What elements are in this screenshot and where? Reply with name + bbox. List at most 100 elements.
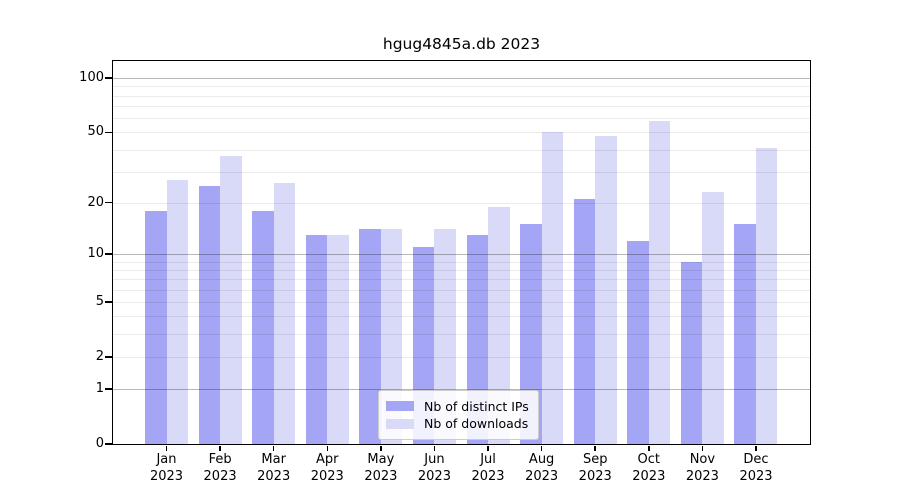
x-tick-label-mar: Mar 2023 xyxy=(242,452,306,485)
gridline-minor-3 xyxy=(113,334,810,336)
bar-may-distinct-ips xyxy=(359,229,381,444)
bar-aug-downloads xyxy=(541,132,564,444)
bar-feb-distinct-ips xyxy=(198,185,221,444)
x-tick-label-oct: Oct 2023 xyxy=(617,452,681,485)
x-tick-month: Apr xyxy=(316,452,339,467)
x-tick-year: 2023 xyxy=(739,468,773,484)
bar-mar-distinct-ips xyxy=(252,210,274,444)
y-tick-label-10: 10 xyxy=(87,245,104,261)
x-tick-month: Jul xyxy=(480,452,496,467)
bar-sep-distinct-ips xyxy=(573,199,596,444)
y-tick-label-0: 0 xyxy=(95,436,104,451)
plot-border xyxy=(111,59,811,445)
gridline-minor-4 xyxy=(113,316,810,318)
x-tick-mark-mar xyxy=(272,445,275,451)
legend-label-downloads: Nb of downloads xyxy=(424,416,529,432)
bar-dec-distinct-ips xyxy=(734,224,756,444)
gridline-minor-9 xyxy=(113,261,810,263)
x-tick-year: 2023 xyxy=(685,468,719,484)
x-tick-year: 2023 xyxy=(149,468,184,484)
bar-mar-downloads xyxy=(273,182,296,444)
gridline-minor-2 xyxy=(113,356,810,358)
legend-label-distinct-ips: Nb of distinct IPs xyxy=(424,398,529,414)
y-tick-mark-20 xyxy=(105,201,112,204)
y-tick-mark-2 xyxy=(105,356,112,358)
x-tick-mark-dec xyxy=(755,445,757,451)
y-tick-label-20: 20 xyxy=(87,194,104,210)
x-tick-year: 2023 xyxy=(257,468,291,484)
bar-nov-downloads xyxy=(702,192,724,444)
x-tick-label-apr: Apr 2023 xyxy=(295,452,359,485)
y-tick-label-50: 50 xyxy=(87,124,104,140)
y-tick-label-1: 1 xyxy=(95,381,104,397)
bar-feb-downloads xyxy=(220,155,242,444)
y-tick-label-100: 100 xyxy=(79,70,104,86)
bar-jan-distinct-ips xyxy=(145,210,167,444)
gridline-major-100 xyxy=(113,78,810,80)
gridline-minor-70 xyxy=(113,106,810,108)
x-tick-month: May xyxy=(367,452,395,467)
x-tick-year: 2023 xyxy=(578,468,612,484)
y-tick-mark-5 xyxy=(105,301,112,303)
x-tick-year: 2023 xyxy=(364,468,398,484)
bar-apr-downloads xyxy=(327,234,349,444)
bar-oct-distinct-ips xyxy=(627,240,649,444)
x-tick-month: Aug xyxy=(528,452,555,467)
x-tick-mark-apr xyxy=(326,445,329,451)
x-tick-mark-jul xyxy=(487,445,489,451)
x-tick-label-jul: Jul 2023 xyxy=(456,452,520,485)
y-tick-mark-1 xyxy=(105,388,112,390)
x-tick-mark-nov xyxy=(701,445,704,451)
x-tick-mark-feb xyxy=(219,445,221,451)
gridline-major-1 xyxy=(113,389,810,391)
x-tick-mark-jan xyxy=(165,445,168,451)
x-tick-month: Oct xyxy=(637,452,661,467)
x-tick-label-may: May 2023 xyxy=(349,452,413,485)
legend-row-distinct-ips: Nb of distinct IPs xyxy=(386,398,529,415)
bar-sep-downloads xyxy=(595,135,617,444)
legend-swatch-distinct-ips xyxy=(386,401,414,412)
legend: Nb of distinct IPs Nb of downloads xyxy=(378,390,539,440)
bar-oct-downloads xyxy=(648,120,671,444)
gridline-minor-6 xyxy=(113,289,810,291)
gridline-minor-60 xyxy=(113,118,810,120)
y-tick-label-2: 2 xyxy=(95,348,104,364)
gridline-minor-7 xyxy=(113,279,810,281)
x-tick-year: 2023 xyxy=(632,468,666,484)
x-tick-year: 2023 xyxy=(417,468,451,484)
x-tick-mark-oct xyxy=(648,445,650,451)
x-tick-month: Sep xyxy=(582,452,608,467)
x-tick-label-aug: Aug 2023 xyxy=(510,452,574,485)
bar-jan-downloads xyxy=(166,179,188,444)
x-tick-month: Dec xyxy=(743,452,769,467)
x-tick-label-jun: Jun 2023 xyxy=(402,452,466,485)
gridline-minor-40 xyxy=(113,149,810,151)
x-tick-year: 2023 xyxy=(310,468,344,484)
x-tick-month: Jan xyxy=(156,452,177,467)
bar-aug-distinct-ips xyxy=(520,224,542,444)
gridline-minor-30 xyxy=(113,171,810,173)
x-tick-month: Mar xyxy=(261,452,286,467)
bar-dec-downloads xyxy=(755,147,778,444)
y-tick-mark-50 xyxy=(105,131,112,134)
y-tick-mark-10 xyxy=(105,253,112,255)
x-tick-month: Nov xyxy=(689,452,716,467)
x-tick-mark-aug xyxy=(540,445,543,451)
x-tick-mark-sep xyxy=(594,445,596,451)
legend-swatch-downloads xyxy=(386,418,414,429)
gridline-minor-50 xyxy=(113,132,810,134)
x-tick-label-jan: Jan 2023 xyxy=(135,452,199,485)
gridline-minor-90 xyxy=(113,86,810,88)
x-tick-label-nov: Nov 2023 xyxy=(670,452,734,485)
x-tick-year: 2023 xyxy=(471,468,505,484)
gridline-minor-5 xyxy=(113,301,810,303)
x-tick-month: Jun xyxy=(424,452,445,467)
y-tick-mark-0 xyxy=(105,443,112,445)
x-tick-mark-may xyxy=(380,445,382,451)
x-tick-year: 2023 xyxy=(525,468,559,484)
gridline-minor-8 xyxy=(113,269,810,271)
bar-nov-distinct-ips xyxy=(680,261,703,444)
legend-row-downloads: Nb of downloads xyxy=(386,416,529,433)
